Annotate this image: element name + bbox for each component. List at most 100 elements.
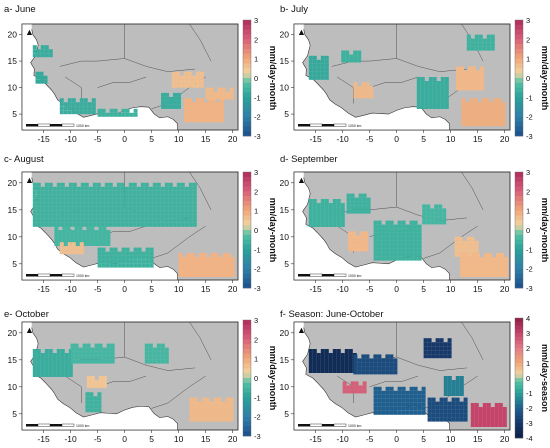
- anomaly-cell: [97, 108, 102, 113]
- colorbar-tick-label: 3: [254, 168, 258, 177]
- anomaly-cell: [381, 236, 386, 241]
- anomaly-cell: [345, 58, 350, 63]
- anomaly-cell: [109, 108, 114, 113]
- anomaly-cell: [320, 67, 325, 72]
- anomaly-cell: [40, 53, 45, 58]
- country-border: [423, 225, 478, 259]
- anomaly-cell: [60, 365, 65, 369]
- x-tick-label: 10: [446, 284, 456, 294]
- anomaly-cell: [405, 394, 410, 399]
- anomaly-cell: [350, 205, 355, 210]
- colorbar-segment: [515, 370, 523, 375]
- ocean-area: [294, 322, 451, 430]
- anomaly-cell: [377, 386, 382, 391]
- anomaly-cell: [225, 409, 230, 414]
- anomaly-cell: [212, 106, 216, 111]
- anomaly-cell: [316, 207, 321, 211]
- anomaly-cell: [493, 106, 498, 111]
- colorbar-tick-label: 2: [254, 335, 258, 344]
- colorbar-tick-label: 1: [254, 55, 258, 64]
- anomaly-cell: [124, 214, 129, 219]
- colorbar-segment: [515, 186, 523, 192]
- colorbar-segment: [243, 407, 251, 413]
- anomaly-cell: [144, 355, 149, 360]
- anomaly-cell: [312, 207, 317, 211]
- colorbar-segment: [243, 176, 251, 182]
- y-tick-label: 15: [8, 355, 18, 365]
- anomaly-cell: [160, 214, 165, 219]
- anomaly-cell: [59, 106, 64, 111]
- anomaly-cell: [160, 343, 165, 348]
- anomaly-cell: [137, 251, 142, 256]
- anomaly-cell: [393, 394, 398, 399]
- north-arrow: ▲: [25, 175, 34, 185]
- anomaly-cell: [427, 417, 432, 422]
- anomaly-cell: [443, 346, 448, 351]
- anomaly-cell: [469, 102, 474, 107]
- anomaly-cell: [200, 114, 204, 119]
- anomaly-cell: [176, 206, 181, 211]
- anomaly-cell: [424, 93, 429, 97]
- anomaly-cell: [56, 349, 61, 353]
- anomaly-cell: [189, 413, 194, 418]
- anomaly-cell: [169, 104, 173, 109]
- colorbar-segment: [515, 39, 523, 45]
- anomaly-cell: [435, 350, 440, 355]
- anomaly-cell: [202, 257, 207, 261]
- colorbar-segment: [515, 273, 523, 279]
- map-panel-6: f- Season: June-October▲1000 km-15 -10 -5 0…: [280, 309, 550, 444]
- anomaly-cell: [434, 212, 439, 217]
- anomaly-cell: [98, 351, 103, 356]
- anomaly-cell: [439, 405, 444, 410]
- anomaly-cell: [92, 210, 97, 215]
- anomaly-cell: [498, 411, 503, 415]
- anomaly-cell: [393, 236, 398, 241]
- anomaly-cell: [205, 397, 210, 402]
- anomaly-cell: [80, 190, 85, 195]
- anomaly-cell: [361, 362, 366, 367]
- anomaly-cell: [97, 259, 102, 264]
- anomaly-cell: [308, 361, 313, 365]
- anomaly-cell: [229, 87, 234, 92]
- colorbar-tick-label: 3: [254, 316, 258, 325]
- anomaly-cell: [48, 210, 53, 215]
- anomaly-cell: [164, 347, 169, 352]
- anomaly-cell: [40, 198, 45, 203]
- ocean-area: [294, 172, 451, 280]
- anomaly-cell: [193, 417, 198, 422]
- anomaly-cell: [460, 273, 464, 277]
- anomaly-cell: [462, 248, 467, 253]
- anomaly-cell: [492, 265, 496, 269]
- anomaly-cell: [160, 198, 165, 203]
- anomaly-cell: [121, 112, 126, 117]
- anomaly-cell: [222, 253, 227, 257]
- anomaly-cell: [168, 206, 173, 211]
- scale-bar-segment: [322, 424, 334, 427]
- anomaly-cell: [156, 351, 161, 356]
- anomaly-cell: [373, 240, 378, 245]
- anomaly-cell: [86, 234, 91, 238]
- anomaly-cell: [100, 222, 105, 227]
- anomaly-cell: [178, 257, 183, 261]
- anomaly-cell: [40, 365, 45, 369]
- anomaly-cell: [120, 210, 125, 215]
- anomaly-cell: [104, 190, 109, 195]
- x-tick-label: 10: [174, 134, 184, 144]
- anomaly-cell: [212, 118, 216, 123]
- anomaly-cell: [486, 34, 491, 39]
- anomaly-cell: [64, 361, 69, 365]
- anomaly-cell: [431, 397, 436, 402]
- anomaly-cell: [136, 190, 141, 195]
- anomaly-cell: [40, 206, 45, 211]
- anomaly-cell: [336, 365, 341, 369]
- anomaly-cell: [373, 390, 378, 395]
- colorbar-tick-label: -1: [526, 93, 533, 102]
- anomaly-cell: [187, 79, 192, 84]
- x-tick-label: 0: [122, 434, 127, 444]
- anomaly-cell: [435, 346, 440, 351]
- anomaly-cell: [79, 242, 84, 247]
- anomaly-cell: [476, 74, 480, 79]
- anomaly-cell: [108, 198, 113, 203]
- anomaly-cell: [443, 397, 448, 402]
- anomaly-cell: [75, 106, 80, 111]
